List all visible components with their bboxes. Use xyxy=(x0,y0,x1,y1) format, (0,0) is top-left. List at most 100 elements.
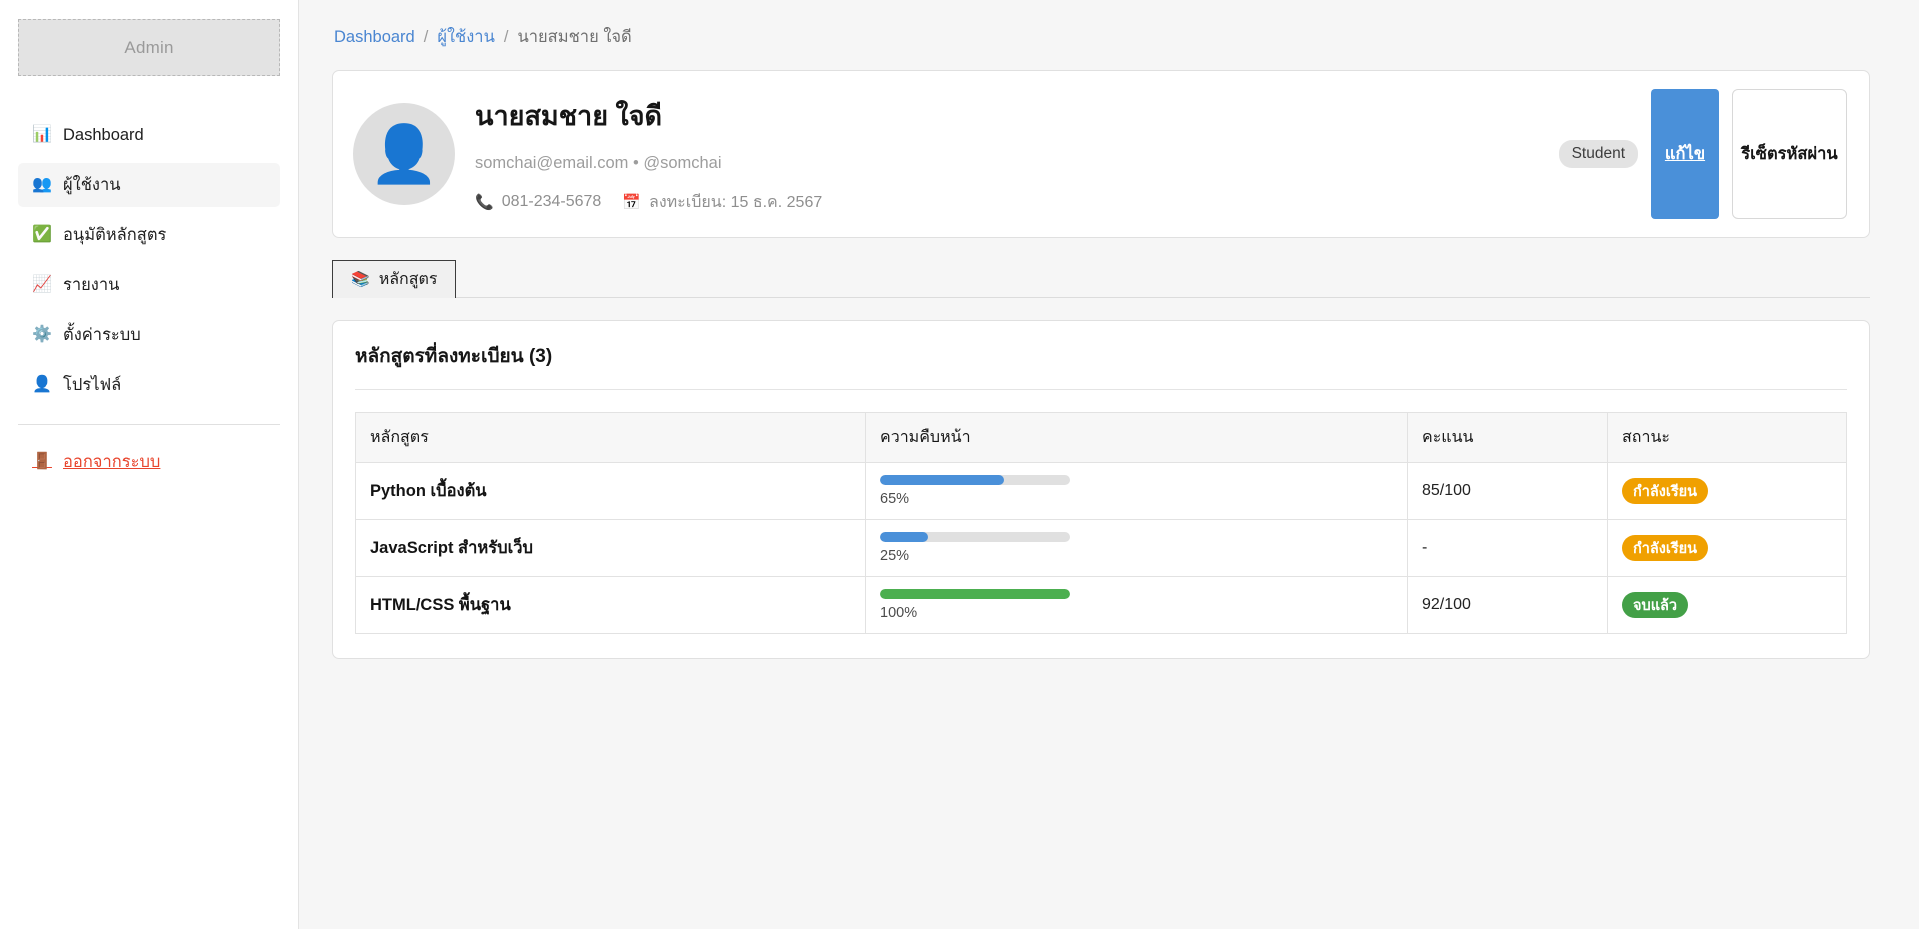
progress-track xyxy=(880,589,1070,599)
reset-password-label: รีเซ็ตรหัสผ่าน xyxy=(1741,145,1838,163)
score-value: 92/100 xyxy=(1422,596,1471,613)
sidebar-item-dashboard[interactable]: 📊 Dashboard xyxy=(18,113,280,157)
profile-info: นายสมชาย ใจดี somchai@email.com • @somch… xyxy=(475,94,1559,215)
cell-course: Python เบื้องต้น xyxy=(355,462,866,520)
gear-icon: ⚙️ xyxy=(32,326,52,343)
person-icon: 👤 xyxy=(369,122,439,185)
sidebar-item-label: อนุมัติหลักสูตร xyxy=(63,226,167,244)
registered-value: ลงทะเบียน: 15 ธ.ค. 2567 xyxy=(649,193,823,211)
sidebar-item-label: Dashboard xyxy=(63,125,144,144)
registered-field: 📅 ลงทะเบียน: 15 ธ.ค. 2567 xyxy=(622,190,822,215)
sidebar-item-label: ผู้ใช้งาน xyxy=(63,176,121,194)
table-header-row: หลักสูตร ความคืบหน้า คะแนน สถานะ xyxy=(355,412,1847,463)
table-row: HTML/CSS พื้นฐาน 100% 92/100 xyxy=(355,576,1847,634)
phone-field: 📞 081-234-5678 xyxy=(475,193,601,211)
logout-label: ออกจากระบบ xyxy=(63,453,161,471)
check-mark-icon: ✅ xyxy=(32,226,52,243)
score-value: - xyxy=(1422,539,1428,556)
column-header-course: หลักสูตร xyxy=(355,412,866,463)
sidebar-item-label: รายงาน xyxy=(63,276,120,294)
progress-label: 25% xyxy=(880,548,910,564)
brand-label: Admin xyxy=(124,37,174,57)
cell-score: 85/100 xyxy=(1407,462,1608,520)
cell-status: กำลังเรียน xyxy=(1607,519,1847,577)
tab-courses[interactable]: 📚 หลักสูตร xyxy=(332,260,457,298)
sidebar-item-system-settings[interactable]: ⚙️ ตั้งค่าระบบ xyxy=(18,313,280,357)
cell-score: - xyxy=(1407,519,1608,577)
courses-table: หลักสูตร ความคืบหน้า คะแนน สถานะ Python … xyxy=(355,412,1847,634)
sidebar-item-label: โปรไฟล์ xyxy=(63,376,122,394)
logout-link[interactable]: 🚪 ออกจากระบบ xyxy=(18,449,280,475)
progress-fill xyxy=(880,532,928,542)
cell-progress: 100% xyxy=(865,576,1408,634)
profile-card: 👤 นายสมชาย ใจดี somchai@email.com • @som… xyxy=(332,70,1870,238)
edit-button[interactable]: แก้ไข xyxy=(1651,89,1719,219)
profile-meta: 📞 081-234-5678 📅 ลงทะเบียน: 15 ธ.ค. 2567 xyxy=(475,190,1559,215)
tab-courses-label: หลักสูตร xyxy=(378,271,438,288)
cell-status: จบแล้ว xyxy=(1607,576,1847,634)
sidebar: Admin 📊 Dashboard 👥 ผู้ใช้งาน ✅ อนุมัติห… xyxy=(0,0,299,929)
progress-label: 65% xyxy=(880,491,910,507)
courses-table-body: Python เบื้องต้น 65% 85/100 xyxy=(355,462,1847,634)
cell-progress: 25% xyxy=(865,519,1408,577)
score-value: 85/100 xyxy=(1422,482,1471,499)
brand-placeholder: Admin xyxy=(18,19,280,76)
status-badge: จบแล้ว xyxy=(1622,592,1689,618)
cell-course: HTML/CSS พื้นฐาน xyxy=(355,576,866,634)
phone-value: 081-234-5678 xyxy=(501,193,602,210)
main-content: Dashboard / ผู้ใช้งาน / นายสมชาย ใจดี 👤 … xyxy=(299,0,1919,929)
sidebar-item-label: ตั้งค่าระบบ xyxy=(63,326,141,344)
progress-fill xyxy=(880,475,1004,485)
column-header-progress: ความคืบหน้า xyxy=(865,412,1408,463)
cell-course: JavaScript สำหรับเว็บ xyxy=(355,519,866,577)
phone-icon: 📞 xyxy=(475,193,494,211)
courses-panel: หลักสูตรที่ลงทะเบียน (3) หลักสูตร ความคื… xyxy=(332,320,1870,659)
breadcrumb-separator: / xyxy=(503,27,509,46)
status-badge: กำลังเรียน xyxy=(1622,535,1709,561)
progress-bar: 65% xyxy=(880,475,1393,507)
role-badge: Student xyxy=(1558,140,1638,168)
breadcrumb-dashboard[interactable]: Dashboard xyxy=(334,27,415,46)
cell-score: 92/100 xyxy=(1407,576,1608,634)
edit-button-label: แก้ไข xyxy=(1664,145,1706,163)
door-icon: 🚪 xyxy=(32,453,52,470)
course-name: JavaScript สำหรับเว็บ xyxy=(370,539,533,557)
column-header-score: คะแนน xyxy=(1407,412,1608,463)
table-row: Python เบื้องต้น 65% 85/100 xyxy=(355,462,1847,520)
sidebar-item-reports[interactable]: 📈 รายงาน xyxy=(18,263,280,307)
sidebar-nav: 📊 Dashboard 👥 ผู้ใช้งาน ✅ อนุมัติหลักสูต… xyxy=(18,113,280,475)
person-icon: 👤 xyxy=(32,376,52,393)
users-icon: 👥 xyxy=(32,176,52,193)
books-icon: 📚 xyxy=(351,271,370,288)
panel-divider xyxy=(355,389,1847,390)
avatar: 👤 xyxy=(353,103,455,205)
progress-track xyxy=(880,532,1070,542)
reset-password-button[interactable]: รีเซ็ตรหัสผ่าน xyxy=(1732,89,1847,219)
breadcrumb-users[interactable]: ผู้ใช้งาน xyxy=(437,28,495,46)
sidebar-item-approve-courses[interactable]: ✅ อนุมัติหลักสูตร xyxy=(18,213,280,257)
panel-title: หลักสูตรที่ลงทะเบียน (3) xyxy=(355,346,553,367)
table-row: JavaScript สำหรับเว็บ 25% - xyxy=(355,519,1847,577)
progress-bar: 25% xyxy=(880,532,1393,564)
progress-track xyxy=(880,475,1070,485)
tab-strip: 📚 หลักสูตร xyxy=(332,260,1870,298)
course-name: HTML/CSS พื้นฐาน xyxy=(370,596,511,614)
profile-actions: Student แก้ไข รีเซ็ตรหัสผ่าน xyxy=(1558,89,1847,219)
profile-contact: somchai@email.com • @somchai xyxy=(475,153,722,172)
breadcrumb-current: นายสมชาย ใจดี xyxy=(517,28,632,46)
cell-status: กำลังเรียน xyxy=(1607,462,1847,520)
sidebar-item-profile[interactable]: 👤 โปรไฟล์ xyxy=(18,363,280,407)
progress-bar: 100% xyxy=(880,589,1393,621)
courses-table-head: หลักสูตร ความคืบหน้า คะแนน สถานะ xyxy=(355,412,1847,463)
line-chart-icon: 📈 xyxy=(32,276,52,293)
bar-chart-icon: 📊 xyxy=(32,126,52,143)
progress-label: 100% xyxy=(880,605,918,621)
sidebar-divider xyxy=(18,424,280,425)
cell-progress: 65% xyxy=(865,462,1408,520)
profile-name: นายสมชาย ใจดี xyxy=(475,100,663,131)
sidebar-item-users[interactable]: 👥 ผู้ใช้งาน xyxy=(18,163,280,207)
breadcrumb: Dashboard / ผู้ใช้งาน / นายสมชาย ใจดี xyxy=(332,24,1870,50)
column-header-status: สถานะ xyxy=(1607,412,1847,463)
calendar-icon: 📅 xyxy=(622,193,642,211)
